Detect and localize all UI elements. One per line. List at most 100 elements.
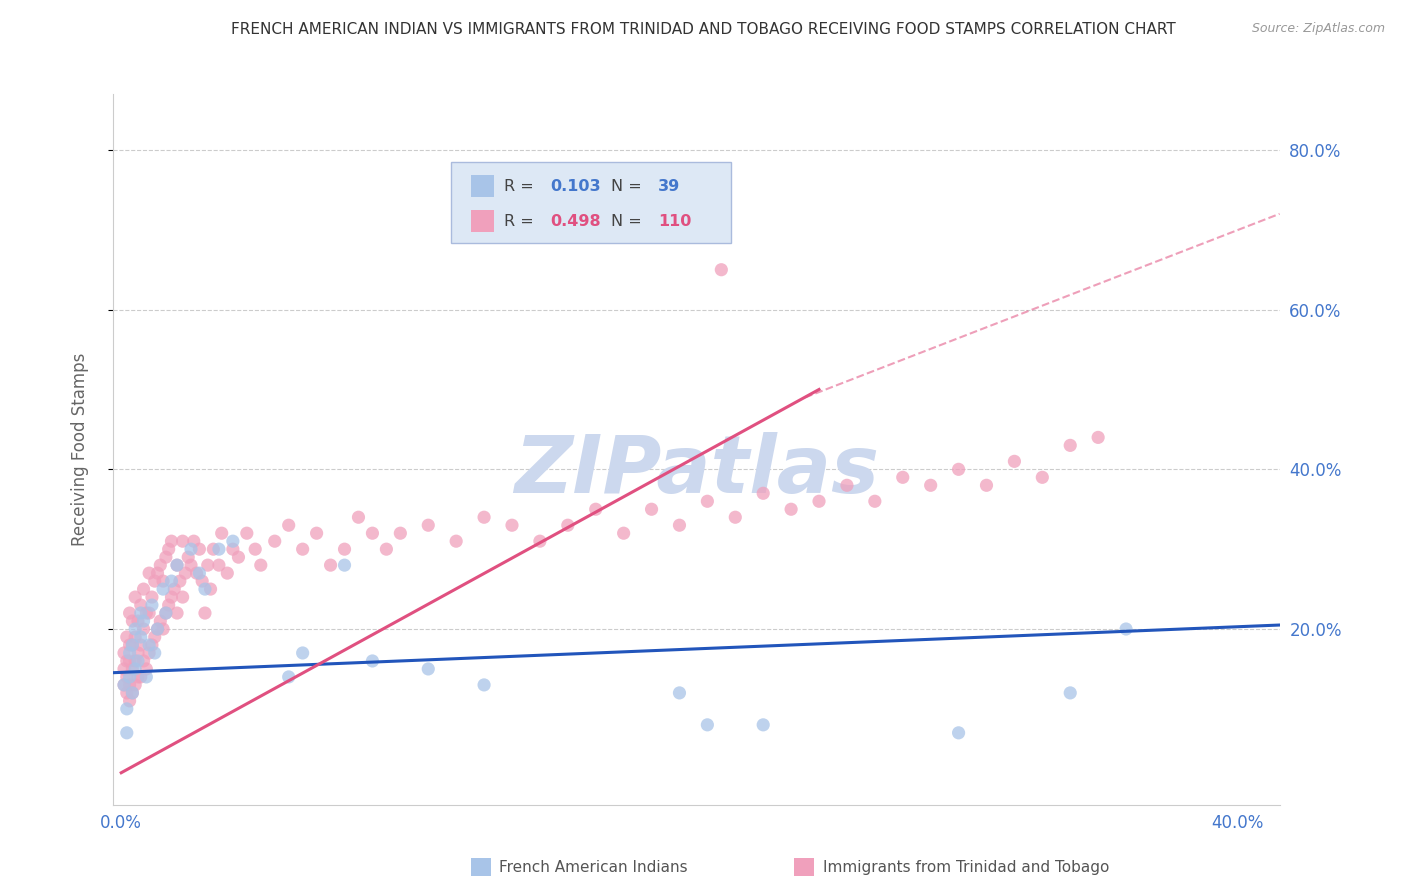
Point	[200, 582, 222, 596]
Point	[121, 638, 143, 652]
Point	[132, 622, 155, 636]
Point	[863, 494, 886, 508]
Point	[1059, 438, 1081, 452]
Point	[585, 502, 607, 516]
Point	[444, 534, 467, 549]
Point	[143, 574, 166, 588]
Point	[129, 670, 152, 684]
Point	[194, 582, 217, 596]
Point	[188, 542, 211, 557]
Point	[115, 726, 138, 740]
Point	[375, 542, 398, 557]
Point	[118, 646, 141, 660]
FancyBboxPatch shape	[471, 176, 495, 196]
Point	[948, 726, 970, 740]
Text: N =: N =	[612, 213, 647, 228]
Point	[118, 654, 141, 668]
Point	[361, 654, 384, 668]
Point	[529, 534, 551, 549]
Text: 0.103: 0.103	[550, 178, 600, 194]
Point	[127, 646, 149, 660]
Point	[163, 582, 186, 596]
Point	[305, 526, 328, 541]
Point	[152, 622, 174, 636]
Point	[177, 550, 200, 565]
Point	[613, 526, 636, 541]
Point	[191, 574, 214, 588]
Point	[752, 718, 775, 732]
Point	[121, 638, 143, 652]
Point	[149, 558, 172, 573]
Point	[640, 502, 662, 516]
Point	[183, 534, 205, 549]
Point	[112, 662, 135, 676]
Point	[319, 558, 342, 573]
Point	[472, 510, 495, 524]
Point	[152, 574, 174, 588]
Point	[132, 654, 155, 668]
Point	[724, 510, 747, 524]
Point	[124, 654, 146, 668]
Point	[115, 670, 138, 684]
Point	[291, 646, 314, 660]
Point	[124, 622, 146, 636]
Text: R =: R =	[503, 213, 538, 228]
Point	[194, 606, 217, 620]
Point	[217, 566, 239, 581]
Point	[124, 630, 146, 644]
Point	[141, 598, 163, 612]
Point	[112, 678, 135, 692]
Point	[115, 654, 138, 668]
Point	[115, 630, 138, 644]
Point	[118, 606, 141, 620]
Text: Source: ZipAtlas.com: Source: ZipAtlas.com	[1251, 22, 1385, 36]
Point	[1031, 470, 1053, 484]
Point	[132, 614, 155, 628]
Point	[1115, 622, 1137, 636]
Point	[696, 718, 718, 732]
Point	[118, 638, 141, 652]
Point	[118, 670, 141, 684]
Point	[129, 598, 152, 612]
Point	[129, 606, 152, 620]
Point	[166, 558, 188, 573]
Point	[228, 550, 250, 565]
Point	[135, 662, 157, 676]
Point	[249, 558, 271, 573]
Point	[668, 518, 690, 533]
Point	[149, 614, 172, 628]
Point	[132, 582, 155, 596]
Point	[211, 526, 233, 541]
FancyBboxPatch shape	[451, 161, 731, 244]
Point	[115, 686, 138, 700]
Point	[143, 630, 166, 644]
Point	[160, 534, 183, 549]
Text: Immigrants from Trinidad and Tobago: Immigrants from Trinidad and Tobago	[823, 860, 1109, 874]
Point	[333, 558, 356, 573]
Point	[186, 566, 208, 581]
Point	[1002, 454, 1025, 468]
Text: ZIPatlas: ZIPatlas	[513, 432, 879, 509]
Text: 110: 110	[658, 213, 692, 228]
Text: N =: N =	[612, 178, 647, 194]
Point	[166, 558, 188, 573]
Point	[1087, 430, 1109, 444]
Point	[129, 638, 152, 652]
Y-axis label: Receiving Food Stamps: Receiving Food Stamps	[72, 352, 89, 546]
Point	[138, 646, 160, 660]
Text: 39: 39	[658, 178, 681, 194]
Point	[141, 590, 163, 604]
Text: FRENCH AMERICAN INDIAN VS IMMIGRANTS FROM TRINIDAD AND TOBAGO RECEIVING FOOD STA: FRENCH AMERICAN INDIAN VS IMMIGRANTS FRO…	[231, 22, 1175, 37]
Point	[118, 678, 141, 692]
Point	[347, 510, 370, 524]
Point	[245, 542, 267, 557]
Point	[835, 478, 858, 492]
Point	[155, 606, 177, 620]
Point	[472, 678, 495, 692]
Point	[263, 534, 285, 549]
Point	[418, 662, 440, 676]
Point	[127, 614, 149, 628]
Point	[197, 558, 219, 573]
Point	[291, 542, 314, 557]
Point	[121, 686, 143, 700]
